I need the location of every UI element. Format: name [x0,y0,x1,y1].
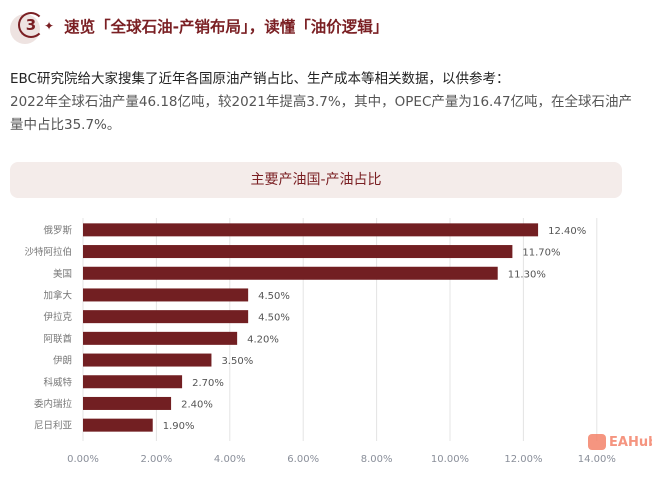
data-label: 3.50% [221,356,253,367]
data-label: 4.50% [258,313,290,324]
data-label: 1.90% [163,421,195,432]
chart-title: 主要产油国-产油占比 [10,162,622,198]
data-label: 12.40% [548,226,586,237]
category-label: 委内瑞拉 [34,398,73,410]
data-label: 11.70% [522,248,560,259]
watermark-logo: EAHub [588,434,652,450]
bar [83,396,172,410]
category-label: 尼日利亚 [34,420,73,432]
bar [83,331,238,345]
x-tick-label: 8.00% [361,454,393,465]
data-label: 2.40% [181,399,213,410]
bar [83,223,539,237]
bar [83,310,249,324]
category-label: 美国 [53,268,72,280]
sparkle-icon: ✦ [44,19,55,33]
bar [83,418,153,432]
x-tick-label: 4.00% [214,454,246,465]
data-label: 11.30% [508,269,546,280]
category-label: 阿联酋 [43,333,72,345]
x-tick-label: 12.00% [504,454,542,465]
section-number-badge: 3 [10,8,46,44]
category-label: 俄罗斯 [43,224,72,236]
intro-text: EBC研究院给大家搜集了近年各国原油产销占比、生产成本等相关数据，以供参考： 2… [10,68,640,137]
bar-chart: 0.00% 2.00% 4.00% 6.00% 8.00% 10.00% 12.00% 14.… [24,218,616,465]
bar [83,353,212,367]
x-tick-label: 10.00% [431,454,469,465]
pig-logo-icon [588,434,606,450]
bar [83,288,249,302]
data-label: 2.70% [192,378,224,389]
bar [83,375,183,389]
category-label: 伊朗 [53,355,72,367]
intro-line-1: EBC研究院给大家搜集了近年各国原油产销占比、生产成本等相关数据，以供参考： [10,71,510,87]
section-header: 3 ✦ 速览「全球石油-产销布局」，读懂「油价逻辑」 [10,8,388,44]
bar [83,266,498,280]
intro-line-2: 2022年全球石油产量46.18亿吨，较2021年提高3.7%，其中，OPEC产… [10,94,633,133]
data-label: 4.20% [247,334,279,345]
section-title: 速览「全球石油-产销布局」，读懂「油价逻辑」 [64,18,389,36]
x-tick-label: 14.00% [578,454,616,465]
x-tick-label: 2.00% [141,454,173,465]
category-label: 伊拉克 [43,311,72,323]
x-tick-label: 6.00% [287,454,319,465]
category-label: 科威特 [43,376,72,388]
data-label: 4.50% [258,291,290,302]
x-tick-label: 0.00% [67,454,99,465]
category-label: 沙特阿拉伯 [24,246,72,258]
category-label: 加拿大 [43,289,72,301]
bar [83,245,513,259]
